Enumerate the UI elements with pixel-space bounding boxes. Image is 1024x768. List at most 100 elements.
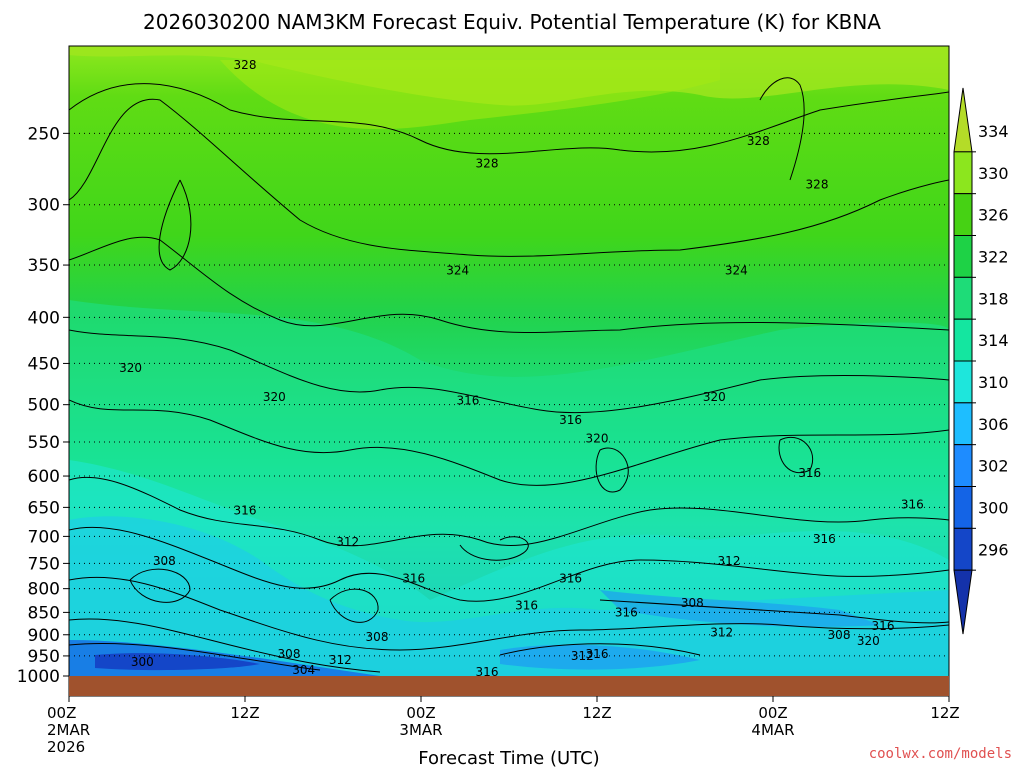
field-patch-sfc-cool (500, 644, 700, 670)
colorbar-cap-bottom (953, 569, 973, 635)
colorbar-swatch (953, 151, 973, 195)
x-tick-label: 12Z (582, 704, 611, 722)
y-tick-label: 900 (28, 626, 60, 646)
contour-label: 308 (366, 630, 389, 644)
y-tick-label: 550 (28, 433, 60, 453)
y-gridlines (69, 132, 949, 657)
y-tick-label: 250 (28, 124, 60, 144)
contour-label: 324 (725, 264, 748, 278)
colorbar-swatch (953, 318, 973, 362)
y-tick-label: 750 (28, 554, 60, 574)
x-axis-label: Forecast Time (UTC) (418, 748, 599, 768)
colorbar-swatch (953, 444, 973, 487)
y-tick-label: 1000 (17, 667, 60, 687)
x-tick-label: 12Z (930, 704, 959, 722)
y-tick-label: 850 (28, 603, 60, 623)
colorbar-label: 330 (978, 164, 1009, 183)
colorbar-label: 306 (978, 415, 1009, 434)
contour-label: 308 (278, 647, 301, 661)
y-tick-label: 400 (28, 308, 60, 328)
contour-label: 320 (857, 634, 880, 648)
contour-label: 328 (476, 156, 499, 170)
contour-label: 324 (446, 264, 469, 278)
y-axis: 250 300 350 400 450 500 550 600 650 700 750 800 850 9… (17, 124, 69, 687)
contour-label: 328 (806, 178, 829, 192)
y-tick-label: 650 (28, 498, 60, 518)
colorbar-label: 334 (978, 122, 1009, 141)
colorbar-swatch (953, 486, 973, 529)
colorbar-label: 302 (978, 457, 1009, 476)
contour-label: 328 (234, 58, 257, 72)
contour-label: 320 (586, 431, 609, 445)
contour-label: 316 (586, 647, 609, 661)
contour-label: 316 (872, 619, 895, 633)
colorbar-label: 300 (978, 498, 1009, 517)
contour-label: 320 (119, 361, 142, 375)
colorbar-swatch (953, 360, 973, 404)
contour-label: 312 (571, 649, 594, 663)
contour-label: 304 (292, 663, 315, 677)
contour-label: 316 (402, 572, 425, 586)
colorbar-swatch (953, 402, 973, 446)
colorbar-label: 314 (978, 331, 1009, 350)
contour-label: 328 (747, 134, 770, 148)
contour-label: 316 (515, 598, 538, 612)
contour-label: 316 (559, 413, 582, 427)
x-tick-label: 00Z (47, 704, 76, 722)
colorbar-label: 310 (978, 373, 1009, 392)
contour-label: 312 (336, 535, 359, 549)
contour-label: 316 (798, 466, 821, 480)
x-tick-year: 2026 (47, 738, 85, 756)
colorbar-swatch (953, 235, 973, 278)
ground-strip (69, 676, 949, 696)
x-tick-label: 12Z (230, 704, 259, 722)
x-tick-date: 4MAR (751, 721, 794, 739)
contour-label: 316 (234, 503, 257, 517)
y-tick-label: 800 (28, 580, 60, 600)
contour-label: 316 (813, 532, 836, 546)
contour-label: 312 (718, 554, 741, 568)
contour-label: 312 (329, 653, 352, 667)
credit-text: coolwx.com/models (869, 746, 1012, 762)
contour-label: 308 (153, 554, 176, 568)
contour-label: 316 (559, 572, 582, 586)
colorbar-swatch (953, 527, 973, 571)
y-tick-label: 300 (28, 196, 60, 216)
y-tick-label: 350 (28, 256, 60, 276)
colorbar-label: 322 (978, 247, 1009, 266)
field-patch-coldest (95, 653, 260, 671)
contour-label: 316 (456, 394, 479, 408)
colorbar-label: 318 (978, 289, 1009, 308)
contour-label: 316 (901, 497, 924, 511)
colorbar-label: 326 (978, 206, 1009, 225)
x-tick-label: 00Z (758, 704, 787, 722)
contour-label: 312 (710, 626, 733, 640)
x-tick-date: 2MAR (47, 721, 90, 739)
field-patch-low (69, 516, 949, 676)
contour-label: 308 (681, 596, 704, 610)
y-tick-label: 700 (28, 527, 60, 547)
contour-label: 300 (131, 655, 154, 669)
chart-title: 2026030200 NAM3KM Forecast Equiv. Potent… (143, 10, 881, 34)
y-tick-label: 600 (28, 467, 60, 487)
y-tick-label: 950 (28, 647, 60, 667)
colorbar-swatch (953, 193, 973, 237)
contour-label: 320 (263, 390, 286, 404)
y-tick-label: 500 (28, 396, 60, 416)
y-tick-label: 450 (28, 354, 60, 374)
field-patch-upper (220, 60, 720, 130)
contour-label: 320 (703, 390, 726, 404)
x-tick-date: 3MAR (399, 721, 442, 739)
colorbar-swatch (953, 276, 973, 320)
colorbar-cap-top (953, 87, 973, 153)
contour-label: 316 (615, 605, 638, 619)
contour-lines (69, 77, 949, 673)
x-tick-label: 00Z (406, 704, 435, 722)
contour-label: 316 (476, 665, 499, 679)
colorbar-label: 296 (978, 540, 1009, 559)
colorbar: 334 330 326 322 318 314 310 306 302 300 296 (953, 87, 1009, 635)
